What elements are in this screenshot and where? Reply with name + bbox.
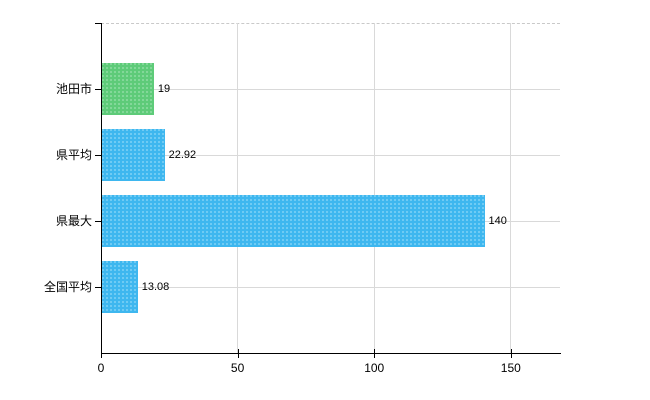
y-axis-tick bbox=[95, 88, 101, 90]
category-label: 全国平均 bbox=[43, 280, 92, 294]
bar bbox=[102, 63, 154, 115]
bar bbox=[102, 261, 138, 313]
plot-area bbox=[101, 23, 560, 353]
category-label: 県最大 bbox=[55, 214, 92, 228]
bar bbox=[102, 195, 485, 247]
y-axis-tick bbox=[95, 154, 101, 156]
x-tick-label: 0 bbox=[97, 361, 105, 375]
gridline-horizontal bbox=[101, 154, 560, 156]
y-axis-tick bbox=[95, 23, 101, 24]
value-label: 140 bbox=[488, 215, 507, 227]
category-label: 県平均 bbox=[55, 148, 92, 162]
x-axis-line bbox=[101, 353, 561, 354]
x-tick-label: 150 bbox=[500, 361, 521, 375]
value-label: 13.08 bbox=[141, 281, 170, 293]
gridline-vertical bbox=[237, 23, 239, 353]
y-axis-tick bbox=[95, 220, 101, 222]
y-axis-tick bbox=[95, 286, 101, 288]
x-tick-label: 50 bbox=[230, 361, 245, 375]
y-axis-line bbox=[101, 23, 102, 354]
gridline-vertical bbox=[373, 23, 375, 353]
value-label: 22.92 bbox=[168, 149, 197, 161]
bar bbox=[102, 129, 165, 181]
x-tick-label: 100 bbox=[364, 361, 385, 375]
value-label: 19 bbox=[157, 83, 171, 95]
gridline-horizontal bbox=[101, 286, 560, 288]
gridline-vertical bbox=[510, 23, 512, 353]
category-label: 池田市 bbox=[55, 82, 92, 96]
gridline-horizontal bbox=[101, 88, 560, 90]
